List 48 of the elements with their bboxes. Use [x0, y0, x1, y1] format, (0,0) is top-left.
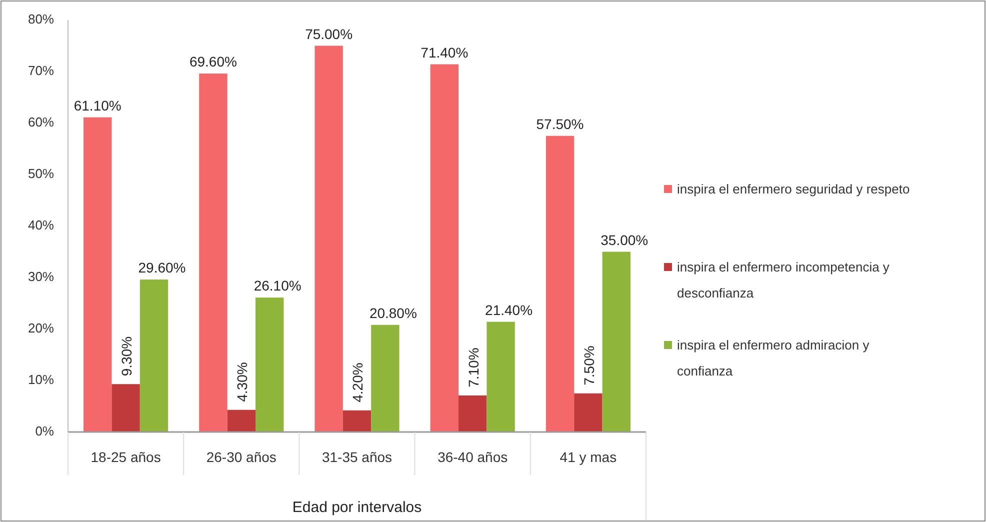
legend-label: inspira el enfermero admiracion y confianza [677, 337, 870, 378]
bar [546, 136, 574, 432]
y-tick-label: 50% [28, 166, 54, 181]
y-tick-label: 10% [28, 372, 54, 387]
y-tick-label: 60% [28, 114, 54, 130]
x-tick-label: 41 y mas [560, 449, 617, 465]
data-label: 35.00% [600, 232, 648, 248]
data-label: 61.10% [74, 97, 122, 114]
bar [342, 410, 372, 432]
bar [430, 64, 458, 432]
y-tick-label: 0% [35, 423, 54, 438]
data-label: 20.80% [369, 304, 417, 321]
data-label: 29.60% [138, 260, 186, 276]
bar [140, 280, 168, 432]
x-tick-label: 36-40 años [438, 449, 508, 465]
data-label: 4.20% [350, 362, 366, 402]
data-label: 21.40% [485, 302, 533, 318]
bar [602, 252, 630, 432]
bar [112, 384, 140, 432]
x-tick-label: 26-30 años [206, 449, 276, 465]
data-label: 9.30% [118, 336, 135, 376]
data-label: 4.30% [234, 362, 250, 402]
bar [574, 393, 602, 432]
bar [458, 395, 487, 432]
y-tick-label: 80% [28, 11, 54, 26]
data-label: 57.50% [536, 116, 584, 132]
bar [84, 117, 112, 432]
x-tick-label: 18-25 años [90, 449, 161, 465]
bar [371, 324, 400, 432]
data-label: 71.40% [420, 44, 468, 60]
data-label: 75.00% [305, 26, 353, 42]
bar [314, 46, 343, 432]
y-tick-label: 40% [28, 217, 54, 232]
bar [227, 410, 256, 432]
data-label: 69.60% [189, 54, 237, 70]
data-label: 7.50% [580, 346, 597, 386]
legend-label: inspira el enfermero incompetencia y desconfianza [677, 259, 890, 300]
data-label: 26.10% [254, 278, 302, 294]
x-tick-label: 31-35 años [322, 449, 392, 465]
bar [256, 298, 284, 432]
legend-label: inspira el enfermero seguridad y respeto [677, 181, 910, 196]
y-tick-label: 20% [28, 320, 54, 336]
bar [486, 322, 515, 432]
bar [199, 74, 228, 432]
data-label: 7.10% [465, 348, 482, 388]
y-tick-label: 70% [28, 62, 54, 78]
y-tick-label: 30% [28, 268, 54, 284]
x-axis-title: Edad por intervalos [292, 499, 422, 516]
